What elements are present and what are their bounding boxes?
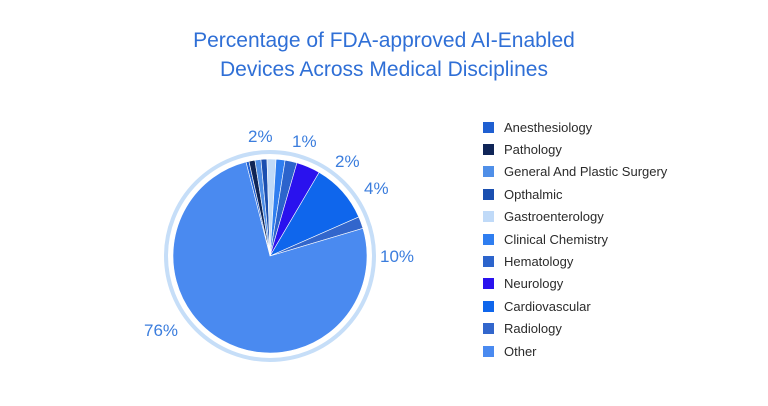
legend-label: Neurology [504, 276, 564, 292]
legend-item-general-and-plastic-surgery: General And Plastic Surgery [483, 161, 667, 183]
legend-label: Other [504, 343, 537, 359]
legend-item-other: Other [483, 340, 667, 362]
pie-slices [172, 158, 368, 354]
legend-label: Cardiovascular [504, 298, 591, 314]
pie-outer-ring [164, 150, 376, 362]
legend-label: Clinical Chemistry [504, 231, 609, 247]
legend-label: Radiology [504, 321, 562, 337]
legend-label: Pathology [504, 142, 562, 158]
legend-label: Hematology [504, 254, 574, 270]
legend-swatch [483, 121, 494, 133]
legend-item-neurology: Neurology [483, 273, 667, 295]
legend-item-opthalmic: Opthalmic [483, 183, 667, 205]
legend-item-anesthesiology: Anesthesiology [483, 116, 667, 138]
legend-label: Anesthesiology [504, 119, 593, 135]
data-label-10pct: 10% [380, 247, 414, 266]
legend-swatch [483, 166, 494, 178]
legend-swatch [483, 278, 494, 290]
chart-title-line-2: Devices Across Medical Disciplines [220, 58, 548, 81]
legend-swatch [483, 323, 494, 335]
legend-item-clinical-chemistry: Clinical Chemistry [483, 228, 667, 250]
pie-slice-other [172, 161, 368, 354]
legend-label: Opthalmic [504, 186, 563, 202]
legend-label: General And Plastic Surgery [504, 164, 668, 180]
legend-swatch [483, 211, 494, 223]
legend-label: Gastroenterology [504, 209, 604, 225]
legend-swatch [483, 345, 494, 357]
legend-swatch [483, 144, 494, 156]
data-label-2pct-right: 2% [335, 152, 360, 171]
legend-item-cardiovascular: Cardiovascular [483, 295, 667, 317]
chart-legend: Anesthesiology Pathology General And Pla… [483, 116, 667, 362]
data-label-76pct: 76% [144, 321, 178, 340]
chart-title: Percentage of FDA-approved AI-Enabled De… [0, 26, 768, 84]
data-label-2pct-top: 2% [248, 127, 273, 146]
legend-item-hematology: Hematology [483, 250, 667, 272]
data-label-4pct: 4% [364, 179, 389, 198]
legend-item-pathology: Pathology [483, 138, 667, 160]
legend-item-gastroenterology: Gastroenterology [483, 206, 667, 228]
legend-swatch [483, 188, 494, 200]
legend-swatch [483, 233, 494, 245]
data-label-1pct: 1% [292, 132, 317, 151]
legend-item-radiology: Radiology [483, 318, 667, 340]
legend-swatch [483, 300, 494, 312]
legend-swatch [483, 256, 494, 268]
chart-title-line-1: Percentage of FDA-approved AI-Enabled [193, 29, 575, 52]
